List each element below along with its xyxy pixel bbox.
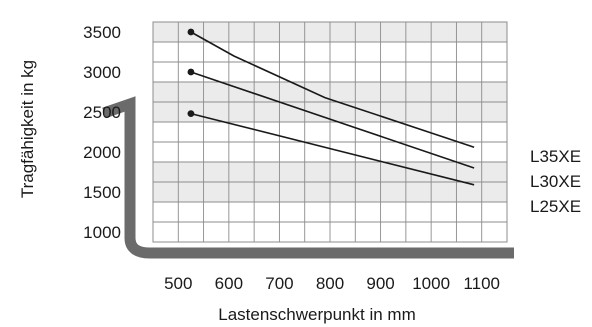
x-tick-labels: 500 600 700 800 900 1000 1100 bbox=[164, 274, 500, 293]
series-line bbox=[190, 112, 475, 186]
legend-item: L30XE bbox=[530, 172, 581, 191]
series-line bbox=[190, 71, 475, 169]
y-tick-label: 2000 bbox=[83, 143, 121, 162]
series-points bbox=[187, 28, 195, 117]
y-axis-title: Tragfähigkeit in kg bbox=[18, 60, 37, 198]
series-line bbox=[190, 31, 475, 148]
plot-grid bbox=[152, 21, 508, 243]
x-tick-label: 600 bbox=[215, 274, 243, 293]
legend: L35XE L30XE L25XE bbox=[530, 147, 581, 216]
x-tick-label: 1100 bbox=[463, 274, 500, 293]
series-lines bbox=[190, 31, 475, 186]
y-tick-label: 3500 bbox=[83, 23, 121, 42]
x-tick-label: 900 bbox=[366, 274, 394, 293]
fork-icon bbox=[102, 96, 514, 259]
y-tick-label: 1500 bbox=[83, 183, 121, 202]
y-tick-label: 3000 bbox=[83, 63, 121, 82]
data-point bbox=[187, 68, 195, 76]
x-tick-label: 700 bbox=[265, 274, 293, 293]
plot-frame bbox=[152, 21, 508, 243]
data-point bbox=[187, 28, 195, 36]
legend-item: L25XE bbox=[530, 197, 581, 216]
legend-item: L35XE bbox=[530, 147, 581, 166]
y-tick-label: 2500 bbox=[83, 103, 121, 122]
data-point bbox=[187, 110, 195, 117]
y-tick-label: 1000 bbox=[83, 223, 121, 242]
x-tick-label: 800 bbox=[316, 274, 344, 293]
x-tick-label: 1000 bbox=[412, 274, 450, 293]
x-axis-title: Lastenschwerpunkt in mm bbox=[218, 305, 415, 324]
y-tick-labels: 1000 1500 2000 2500 3000 3500 bbox=[83, 23, 121, 242]
x-tick-label: 500 bbox=[164, 274, 192, 293]
